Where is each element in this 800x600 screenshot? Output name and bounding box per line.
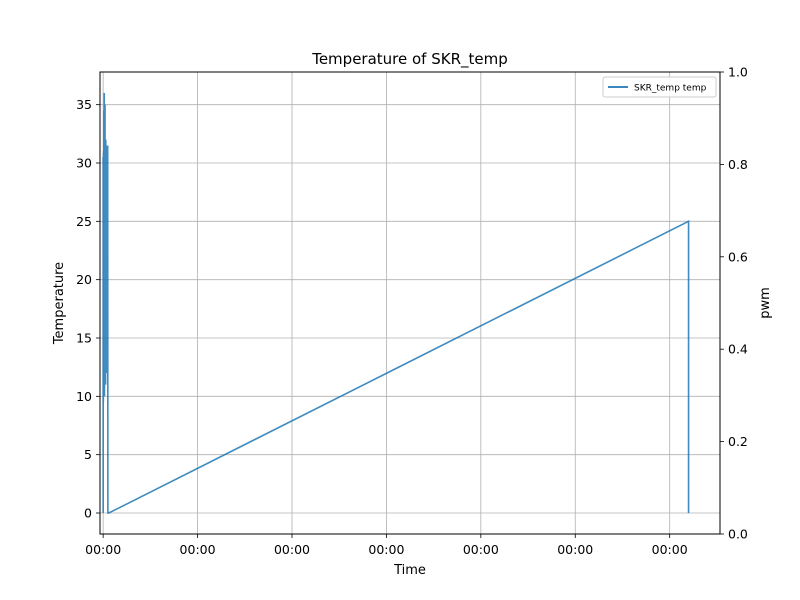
y-tick-label: 20 bbox=[76, 272, 92, 287]
x-axis-ticks: 00:00 00:00 00:00 00:00 00:00 00:00 00:00 bbox=[85, 534, 688, 557]
y2-axis-label: pwm bbox=[758, 287, 773, 319]
x-axis-label: Time bbox=[393, 563, 426, 578]
y-axis-label: Temperature bbox=[52, 262, 67, 345]
y2-tick-label: 0.2 bbox=[728, 434, 748, 449]
y-tick-label: 15 bbox=[76, 331, 92, 346]
y-tick-label: 5 bbox=[84, 447, 92, 462]
y-tick-label: 0 bbox=[84, 506, 92, 521]
chart-title: Temperature of SKR_temp bbox=[311, 50, 508, 69]
y-tick-label: 30 bbox=[76, 156, 92, 171]
grid-lines bbox=[100, 72, 720, 534]
x-tick-label: 00:00 bbox=[652, 542, 688, 557]
x-tick-label: 00:00 bbox=[85, 542, 121, 557]
series-lines bbox=[102, 92, 690, 514]
x-tick-label: 00:00 bbox=[368, 542, 404, 557]
legend-box bbox=[602, 76, 717, 98]
y-tick-label: 10 bbox=[76, 389, 92, 404]
x-tick-label: 00:00 bbox=[557, 542, 593, 557]
y-tick-label: 35 bbox=[76, 97, 92, 112]
series-line-skr-temp bbox=[102, 92, 690, 514]
legend: SKR_temp temp bbox=[602, 76, 717, 98]
legend-label: SKR_temp temp bbox=[634, 84, 707, 94]
y2-tick-label: 0.4 bbox=[728, 342, 748, 357]
y2-tick-label: 0.0 bbox=[728, 527, 748, 542]
x-tick-label: 00:00 bbox=[274, 542, 310, 557]
plot-frame bbox=[99, 71, 721, 535]
x-tick-label: 00:00 bbox=[180, 542, 216, 557]
y2-tick-label: 1.0 bbox=[728, 65, 748, 80]
x-tick-label: 00:00 bbox=[463, 542, 499, 557]
y2-tick-label: 0.6 bbox=[728, 249, 748, 264]
y2-axis-ticks: 0.0 0.2 0.4 0.6 0.8 1.0 bbox=[720, 65, 748, 542]
y-tick-label: 25 bbox=[76, 214, 92, 229]
y2-tick-label: 0.8 bbox=[728, 157, 748, 172]
y-axis-ticks: 0 5 10 15 20 25 30 35 bbox=[76, 97, 100, 521]
